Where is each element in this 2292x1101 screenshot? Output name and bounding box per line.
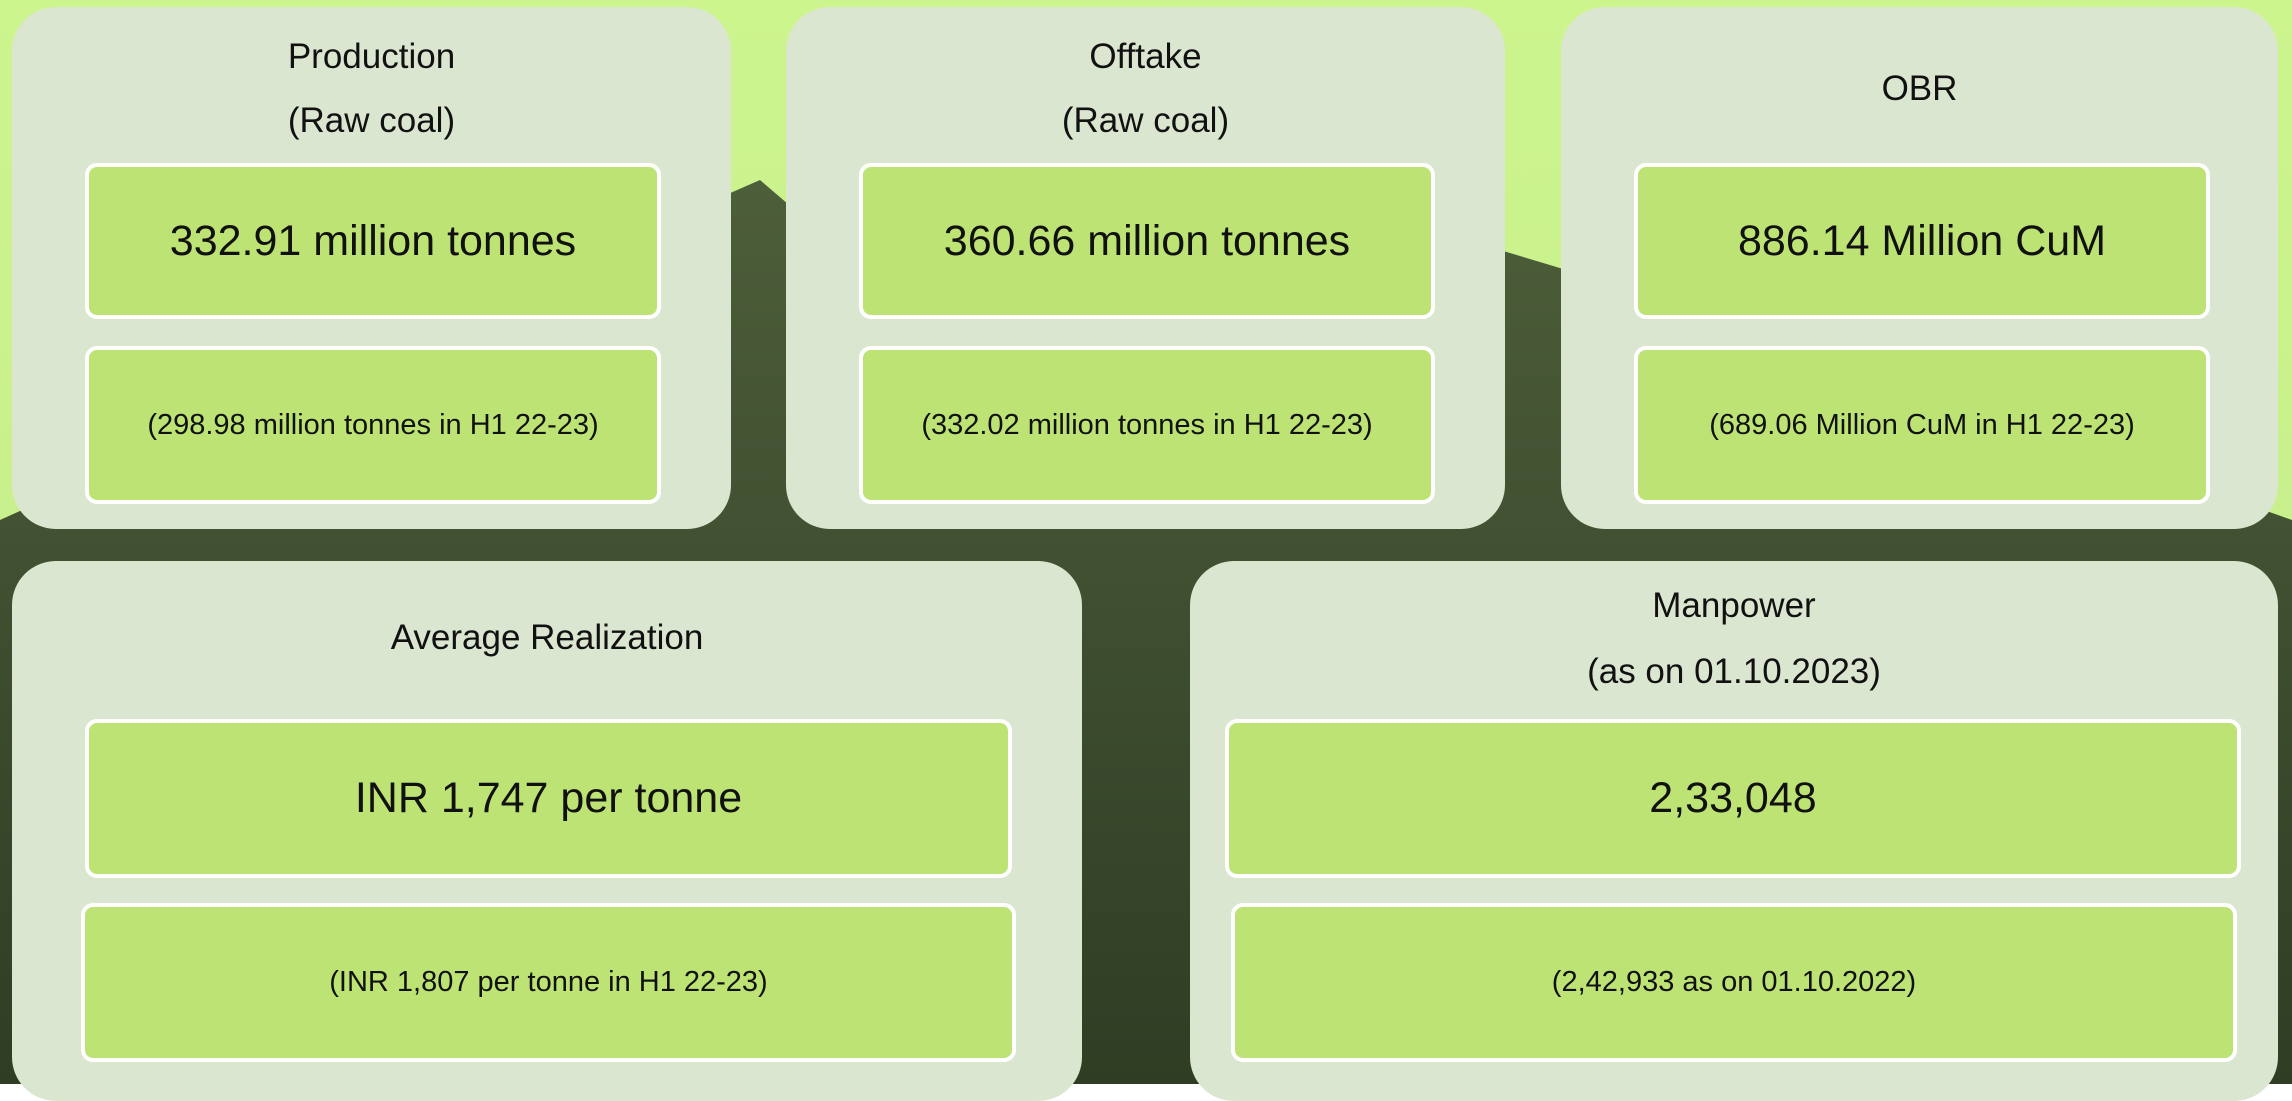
value-box: 332.91 million tonnes	[85, 163, 661, 319]
value-box: 886.14 Million CuM	[1634, 163, 2210, 319]
comparison-box: (298.98 million tonnes in H1 22-23)	[85, 346, 661, 504]
value-box: 360.66 million tonnes	[859, 163, 1435, 319]
comparison-box: (689.06 Million CuM in H1 22-23)	[1634, 346, 2210, 504]
comparison-box: (332.02 million tonnes in H1 22-23)	[859, 346, 1435, 504]
card-subtitle: (Raw coal)	[287, 101, 456, 140]
card-subtitle: (as on 01.10.2023)	[1587, 652, 1881, 691]
card-title: Average Realization	[390, 618, 704, 657]
card-title: Production	[287, 37, 456, 76]
card: Manpower (as on 01.10.2023) 2,33,048 (2,…	[1190, 561, 2278, 1101]
value-box: 2,33,048	[1225, 719, 2241, 878]
card: Production (Raw coal) 332.91 million ton…	[12, 7, 731, 529]
card-title: Offtake	[1089, 37, 1202, 76]
card: OBR 886.14 Million CuM (689.06 Million C…	[1561, 7, 2278, 529]
card: Average Realization INR 1,747 per tonne …	[12, 561, 1082, 1101]
card: Offtake (Raw coal) 360.66 million tonnes…	[786, 7, 1505, 529]
value-box: INR 1,747 per tonne	[85, 719, 1012, 878]
comparison-box: (INR 1,807 per tonne in H1 22-23)	[81, 903, 1016, 1062]
comparison-box: (2,42,933 as on 01.10.2022)	[1231, 903, 2237, 1062]
card-subtitle: (Raw coal)	[1061, 101, 1230, 140]
card-title: Manpower	[1652, 586, 1816, 625]
card-title: OBR	[1881, 69, 1958, 108]
